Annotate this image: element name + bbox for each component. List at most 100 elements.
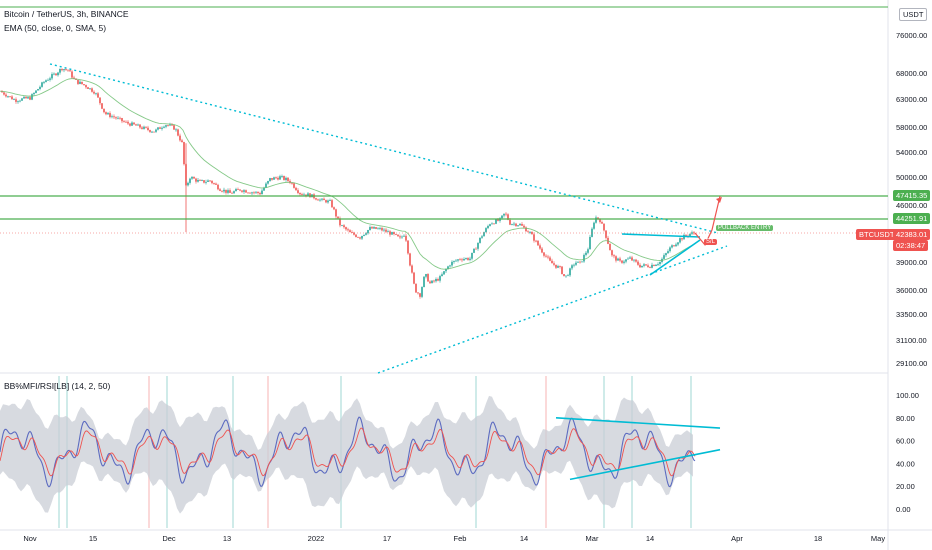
candle-body [171,124,173,126]
candle-body [449,265,451,267]
candle-body [651,264,653,268]
candle-body [15,99,17,102]
indicator-legend: BB%MFI/RSI[LB] (14, 2, 50) [4,381,111,391]
candle-body [343,225,345,228]
candle-body [681,238,683,240]
descending-trendline [49,63,719,234]
candle-body [323,198,325,201]
candle-body [45,80,47,82]
indicator-main-line [0,416,696,488]
candle-body [361,235,363,239]
indicator-lower-trendline [569,448,721,481]
candle-body [87,87,89,89]
candle-body [13,99,15,101]
indicator-y-tick-label: 80.00 [896,414,915,423]
candle-body [7,96,9,98]
candle-body [5,94,7,97]
indicator-signal-line [0,427,696,477]
candle-body [229,190,231,193]
candle-body [131,122,133,126]
candle-body [233,191,235,194]
ascending-trendline [377,245,728,374]
candle-body [181,140,183,143]
candle-body [77,79,79,84]
candle-body [637,261,639,265]
candle-body [39,86,41,90]
candle-body [665,253,667,256]
candle-body [225,189,227,193]
candle-body [175,129,177,131]
y-tick-label: 76000.00 [896,31,927,40]
candle-body [579,261,581,263]
candle-body [139,124,141,128]
candle-body [583,254,585,262]
candle-body [173,125,175,130]
candle-body [469,258,471,260]
candle-body [537,240,539,246]
candle-body [615,256,617,261]
candle-body [679,238,681,243]
candle-body [255,191,257,193]
ema-line [0,78,694,270]
candle-body [515,223,517,226]
candle-body [209,180,211,182]
y-tick-label: 29100.00 [896,359,927,368]
triangle-top-line [621,233,701,238]
candle-body [129,123,131,126]
candle-body [561,266,563,275]
symbol-tag: BTCUSDT [856,229,898,240]
candle-body [151,131,153,133]
candle-body [61,68,63,71]
candle-body [1,91,3,93]
candle-body [3,92,5,95]
candle-body [523,225,525,228]
candle-body [207,180,209,182]
candle-body [387,231,389,233]
candle-body [519,224,521,226]
candle-body [667,251,669,254]
candle-body [97,93,99,98]
candle-body [627,258,629,260]
candle-body [215,183,217,185]
candle-body [557,266,559,268]
candle-body [653,264,655,266]
x-tick-label: 18 [814,534,822,543]
candle-body [321,198,323,200]
candle-body [183,142,185,165]
candle-body [101,103,103,109]
candle-body [527,231,529,233]
candle-body [497,219,499,221]
candle-body [439,276,441,281]
candle-body [367,229,369,234]
candle-body [177,129,179,136]
ema-legend: EMA (50, close, 0, SMA, 5) [4,23,107,33]
candle-body [291,182,293,184]
y-tick-label: 36000.00 [896,286,927,295]
candle-body [285,177,287,180]
candle-body [105,112,107,115]
x-tick-label: 14 [646,534,654,543]
candle-body [657,264,659,265]
candle-body [349,230,351,233]
candle-body [17,101,19,103]
candle-body [453,260,455,262]
x-tick-label: 2022 [308,534,325,543]
candle-body [297,190,299,193]
candle-body [425,274,427,277]
candle-body [265,183,267,188]
indicator-y-tick-label: 60.00 [896,437,915,446]
candle-body [301,194,303,196]
candle-body [111,116,113,118]
candle-body [375,227,377,229]
candle-body [677,242,679,245]
candle-body [135,124,137,126]
candle-body [655,264,657,266]
candle-body [143,126,145,129]
candle-body [467,258,469,260]
currency-button[interactable]: USDT [899,8,928,21]
candle-body [671,245,673,248]
candle-body [147,127,149,130]
candle-body [195,178,197,182]
candle-body [93,91,95,94]
candle-body [465,258,467,259]
